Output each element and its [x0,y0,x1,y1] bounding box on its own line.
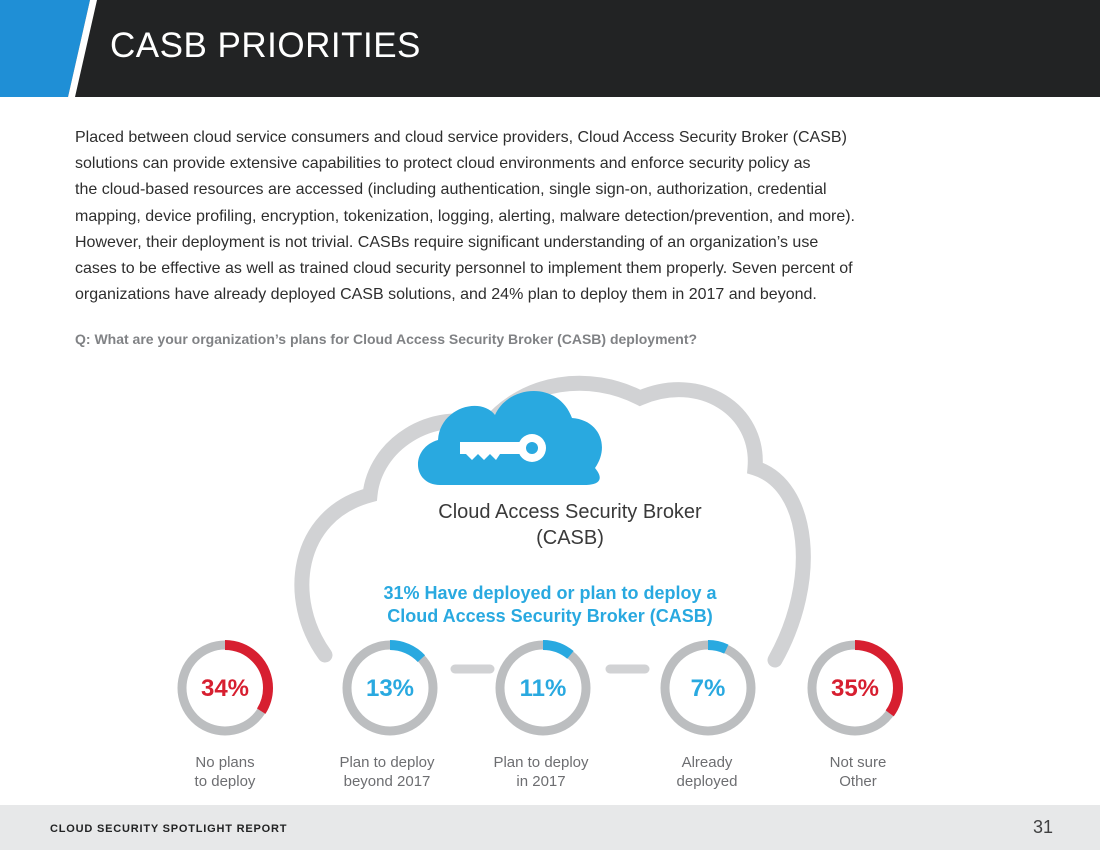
ring-value-not-sure [807,640,903,736]
label-line: to deploy [194,773,256,790]
intro-line: organizations have already deployed CASB… [75,286,817,304]
pct-not-sure: 35% [830,675,880,702]
intro-line: the cloud-based resources are accessed (… [75,181,827,199]
survey-question: Q: What are your organization’s plans fo… [75,331,698,347]
intro-line: mapping, device profiling, encryption, t… [75,207,855,225]
label-in-2017: Plan to deploy in 2017 [476,753,606,791]
label-line: Plan to deploy [493,754,589,771]
cloud-caption-line: (CASB) [536,527,604,549]
intro-line: Placed between cloud service consumers a… [75,129,847,146]
callout-line: Cloud Access Security Broker (CASB) [387,606,713,626]
intro-paragraph: Placed between cloud service consumers a… [75,125,1045,308]
label-line: Other [839,773,877,790]
cloud-caption-line: Cloud Access Security Broker [438,501,702,523]
label-not-sure: Not sure Other [793,753,923,791]
pct-no-plans: 34% [200,675,250,702]
cloud-key-icon [417,390,602,485]
label-already-deployed: Already deployed [642,753,772,791]
ring-value-in-2017 [495,640,591,736]
label-line: Not sure [829,754,887,771]
page-title: CASB PRIORITIES [110,26,421,65]
header-accent-stripe [0,0,97,97]
pct-already-deployed: 7% [690,675,726,702]
casb-cloud-graphic [177,375,903,736]
label-line: Already [681,754,733,771]
label-line: beyond 2017 [343,773,431,790]
label-line: in 2017 [516,773,566,790]
ring-value-beyond-2017 [342,640,438,736]
page-number: 31 [1032,817,1053,837]
intro-line: cases to be effective as well as trained… [75,260,853,278]
label-line: Plan to deploy [339,754,435,771]
pct-in-2017: 11% [519,675,567,702]
donut-rings [177,640,903,736]
ring-value-already-deployed [660,640,756,736]
intro-line: solutions can provide extensive capabili… [75,155,811,173]
callout-text: 31% Have deployed or plan to deploy a Cl… [300,582,800,628]
pct-beyond-2017: 13% [365,675,415,702]
cloud-outline [294,375,811,668]
footer-report-title: CLOUD SECURITY SPOTLIGHT REPORT [50,823,288,835]
label-no-plans: No plans to deploy [160,753,290,791]
intro-line: However, their deployment is not trivial… [75,233,819,251]
label-line: No plans [195,754,255,771]
label-beyond-2017: Plan to deploy beyond 2017 [322,753,452,791]
ring-value-no-plans [177,640,273,736]
cloud-caption: Cloud Access Security Broker (CASB) [380,499,760,551]
label-line: deployed [676,773,738,790]
footer-bar [0,805,1100,850]
callout-line: 31% Have deployed or plan to deploy a [383,583,717,603]
header-bar [0,0,1100,97]
